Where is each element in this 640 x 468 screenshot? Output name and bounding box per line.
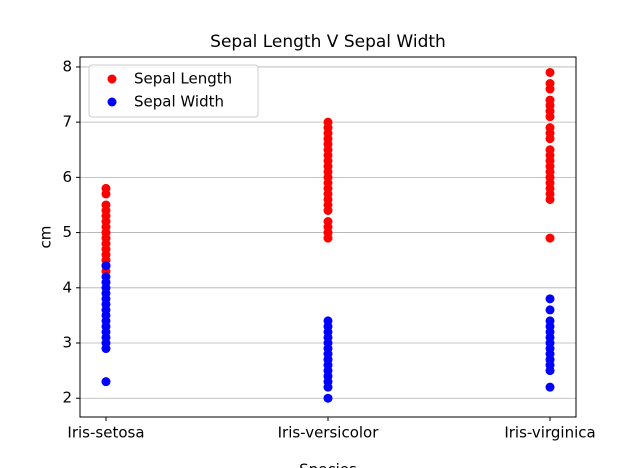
point [101, 183, 111, 193]
point [545, 145, 555, 155]
point [101, 377, 111, 387]
y-tick-label: 3 [62, 334, 72, 352]
legend-label: Sepal Width [134, 93, 224, 111]
legend-label: Sepal Length [134, 70, 232, 88]
point [545, 233, 555, 243]
legend-box [88, 64, 259, 118]
point [323, 393, 333, 403]
legend-marker [107, 74, 117, 84]
point [545, 79, 555, 89]
point [101, 272, 111, 282]
y-axis-label: cm [37, 226, 55, 249]
y-tick-label: 8 [62, 57, 72, 75]
point [545, 316, 555, 326]
point [323, 217, 333, 227]
point [101, 261, 111, 271]
point [545, 95, 555, 105]
x-tick-label: Iris-versicolor [278, 424, 380, 442]
legend-marker [107, 97, 117, 107]
point [545, 67, 555, 77]
y-tick-label: 6 [62, 168, 72, 186]
chart-title: Sepal Length V Sepal Width [210, 32, 446, 52]
x-tick-label: Iris-setosa [67, 424, 144, 442]
point [323, 117, 333, 127]
x-axis-label: Species [299, 461, 357, 468]
point [545, 294, 555, 304]
point [545, 382, 555, 392]
point [323, 316, 333, 326]
y-tick-label: 2 [62, 389, 72, 407]
y-tick-label: 5 [62, 223, 72, 241]
plot-frame [79, 56, 577, 418]
point [545, 123, 555, 133]
point [101, 200, 111, 210]
y-tick-label: 7 [62, 113, 72, 131]
y-tick-label: 4 [62, 278, 72, 296]
x-tick-label: Iris-virginica [504, 424, 595, 442]
point [545, 305, 555, 315]
